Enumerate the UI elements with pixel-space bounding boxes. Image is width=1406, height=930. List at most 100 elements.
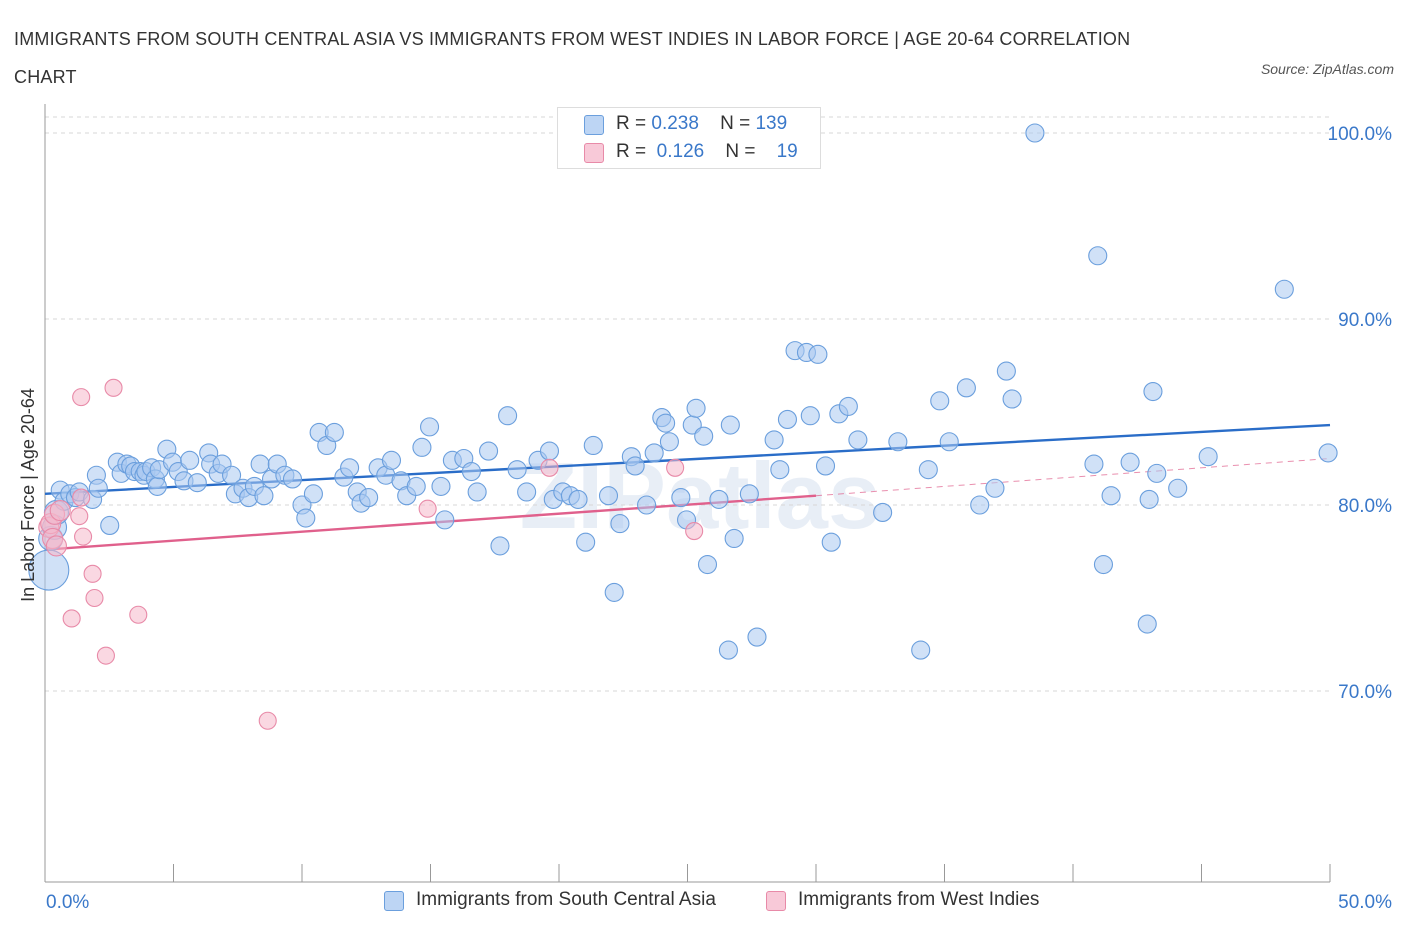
point-south-central-asia [1139,489,1159,509]
n-label: N = [725,141,756,162]
y-tick-label: 100.0% [1328,124,1393,145]
point-south-central-asia [1088,246,1108,266]
point-west-indies [83,564,102,583]
point-south-central-asia [147,476,167,496]
point-south-central-asia [637,495,657,515]
point-south-central-asia [838,396,858,416]
point-south-central-asia [770,460,790,480]
point-south-central-asia [888,432,908,452]
point-south-central-asia [340,458,360,478]
point-west-indies [685,521,704,541]
point-south-central-asia [1025,123,1045,143]
point-west-indies [62,609,81,628]
trend-extension-west-indies [815,458,1331,497]
y-tick-label: 90.0% [1338,310,1392,331]
y-tick-label: 80.0% [1338,496,1392,517]
grid-lines [45,116,1330,692]
point-south-central-asia [88,478,108,498]
point-south-central-asia [180,450,200,470]
point-south-central-asia [1274,279,1294,299]
point-west-indies [45,535,67,557]
point-south-central-asia [539,441,560,461]
trend-line-west-indies [44,494,817,551]
point-south-central-asia [815,456,836,476]
point-west-indies [72,388,91,407]
point-south-central-asia [659,432,679,452]
point-west-indies [74,527,93,546]
point-west-indies [96,646,115,665]
point-south-central-asia [250,454,270,474]
point-south-central-asia [1137,614,1157,634]
point-south-central-asia [461,461,481,482]
pink-swatch [584,143,604,163]
point-south-central-asia [808,344,828,364]
point-west-indies [540,458,559,477]
point-south-central-asia [187,473,207,493]
point-south-central-asia [1168,478,1188,498]
legend-label: Immigrants from West Indies [798,889,1040,910]
point-south-central-asia [406,476,426,496]
point-south-central-asia [644,443,664,463]
point-south-central-asia [1093,554,1114,575]
point-south-central-asia [467,482,487,502]
point-south-central-asia [1198,447,1218,467]
point-south-central-asia [222,465,242,485]
y-axis-label: In Labor Force | Age 20-64 [18,388,38,602]
point-south-central-asia [1147,463,1167,483]
point-south-central-asia [412,437,432,457]
n-value: 139 [755,113,788,134]
point-south-central-asia [764,430,784,450]
blue-swatch [384,891,404,911]
n-value: 19 [776,141,798,162]
point-south-central-asia [930,391,950,411]
point-south-central-asia [697,554,718,575]
point-south-central-asia [576,532,596,552]
point-south-central-asia [296,508,316,528]
y-tick-label: 70.0% [1338,682,1392,703]
point-south-central-asia [254,486,274,506]
point-south-central-asia [583,435,603,456]
point-south-central-asia [918,460,938,480]
point-west-indies [49,500,71,522]
point-south-central-asia [1002,389,1022,409]
chart-title: IMMIGRANTS FROM SOUTH CENTRAL ASIA VS IM… [14,29,1131,87]
point-south-central-asia [517,482,537,502]
point-west-indies [666,458,685,477]
point-south-central-asia [985,478,1005,498]
point-south-central-asia [1318,443,1338,463]
point-west-indies [70,507,89,526]
point-south-central-asia [100,515,120,536]
point-south-central-asia [747,627,767,647]
tick-labels: 70.0% 80.0% 90.0% 100.0% 0.0% 50.0% [46,124,1392,913]
point-south-central-asia [479,441,499,461]
r-value: 0.238 [651,113,699,134]
point-south-central-asia [996,361,1016,381]
point-south-central-asia [777,409,797,429]
point-south-central-asia [1084,454,1104,474]
point-west-indies [104,378,123,397]
x-tick-label-max: 50.0% [1338,892,1392,913]
point-south-central-asia [324,422,344,443]
point-south-central-asia [720,415,740,435]
point-south-central-asia [848,430,868,450]
point-south-central-asia [419,417,440,437]
point-south-central-asia [709,489,729,509]
point-west-indies [85,588,104,608]
point-south-central-asia [625,456,645,476]
point-south-central-asia [498,406,518,426]
point-south-central-asia [598,486,619,506]
point-south-central-asia [381,450,402,470]
point-south-central-asia [800,406,820,426]
point-south-central-asia [939,432,959,452]
blue-swatch [584,115,604,135]
point-south-central-asia [718,640,738,660]
point-south-central-asia [911,640,931,660]
point-south-central-asia [359,488,379,508]
point-south-central-asia [604,582,624,602]
point-south-central-asia [303,484,323,504]
data-points [28,123,1338,730]
point-south-central-asia [282,469,303,489]
point-south-central-asia [873,502,893,522]
point-south-central-asia [1143,381,1163,402]
